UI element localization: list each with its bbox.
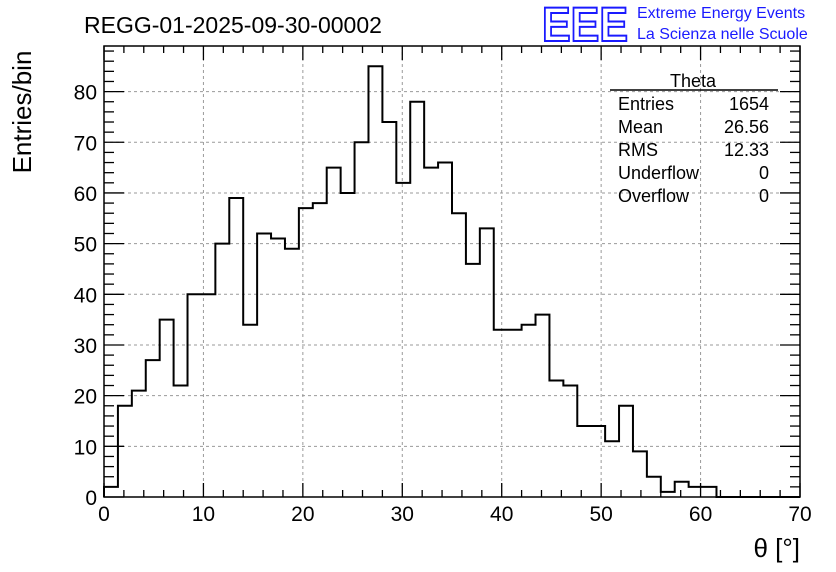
- y-tick-label: 70: [74, 132, 97, 155]
- logo-line-1: Extreme Energy Events: [637, 5, 805, 22]
- logo-line-2: La Scienza nelle Scuole: [637, 26, 808, 43]
- stats-row-value: 0: [759, 186, 769, 206]
- y-tick-label: 10: [74, 436, 97, 459]
- eee-logo-mark: EEE: [542, 0, 628, 52]
- stats-row-label: Overflow: [618, 186, 690, 206]
- stats-row-value: 0: [759, 163, 769, 183]
- eee-logo: EEE Extreme Energy Events La Scienza nel…: [541, 0, 808, 53]
- stats-row-value: 26.56: [724, 117, 769, 137]
- x-tick-label: 0: [98, 503, 110, 526]
- histogram-outline: [103, 65, 800, 498]
- x-tick-label: 60: [689, 503, 712, 526]
- x-tick-label: 20: [291, 503, 314, 526]
- chart-title: REGG-01-2025-09-30-00002: [84, 12, 382, 38]
- stats-box-name: Theta: [670, 71, 717, 91]
- x-tick-label: 10: [192, 503, 215, 526]
- stats-row-label: Mean: [618, 117, 663, 137]
- stats-row-value: 1654: [729, 94, 769, 114]
- stats-row-label: Entries: [618, 94, 674, 114]
- x-tick-label: 50: [589, 503, 612, 526]
- x-tick-label: 30: [391, 503, 414, 526]
- y-tick-label: 60: [74, 183, 97, 206]
- stats-row-value: 12.33: [724, 140, 769, 160]
- stats-row-label: RMS: [618, 140, 658, 160]
- y-tick-label: 30: [74, 335, 97, 358]
- plot-frame: [103, 45, 801, 498]
- stats-box-rows: Entries 1654 Mean 26.56 RMS 12.33 Underflow 0 Ov…: [618, 94, 769, 206]
- y-tick-label: 0: [85, 487, 97, 510]
- x-axis-title: θ [°]: [753, 533, 800, 563]
- x-tick-label: 40: [490, 503, 513, 526]
- stats-row-label: Underflow: [618, 163, 700, 183]
- y-axis-title: Entries/bin: [7, 51, 37, 174]
- axis-tick-labels: 0 10 20 30 40 50 60 70 0 10 20 30 40 50 60 70 80: [74, 82, 812, 526]
- y-tick-label: 40: [74, 284, 97, 307]
- stats-box: Theta Entries 1654 Mean 26.56 RMS 12.33 Underf…: [610, 71, 778, 206]
- y-tick-label: 20: [74, 386, 97, 409]
- y-tick-label: 80: [74, 82, 97, 105]
- y-tick-label: 50: [74, 234, 97, 257]
- x-tick-label: 70: [788, 503, 811, 526]
- axis-ticks: [103, 46, 801, 498]
